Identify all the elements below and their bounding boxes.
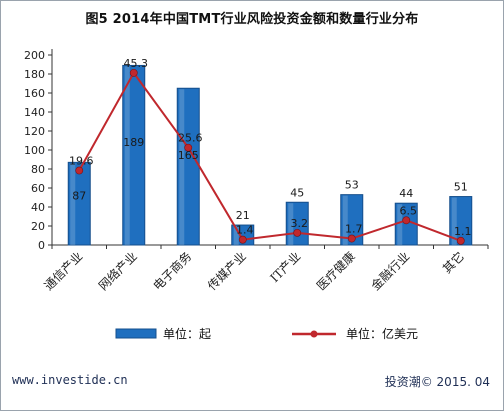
x-category-label: 金融行业 xyxy=(368,249,413,294)
bar xyxy=(67,161,91,246)
y-tick-label: 160 xyxy=(24,87,45,100)
line-point xyxy=(129,68,138,77)
bar-value-label: 44 xyxy=(399,187,413,200)
line-point xyxy=(75,166,84,175)
line-value-label: 45.3 xyxy=(124,57,149,70)
x-category-label: IT产业 xyxy=(267,249,303,285)
bar-highlight xyxy=(397,204,403,245)
bar xyxy=(449,196,473,246)
line-point xyxy=(347,234,356,243)
y-tick-label: 200 xyxy=(24,49,45,62)
footer-copyright: 投资潮© 2015. 04 xyxy=(384,375,490,389)
line-point xyxy=(456,236,465,245)
bar-highlight xyxy=(342,195,348,245)
line-path xyxy=(78,71,462,242)
legend: 单位：起 单位：亿美元 xyxy=(115,326,418,341)
legend-line-label: 单位：亿美元 xyxy=(346,326,418,341)
x-category-label: 通信产业 xyxy=(42,249,86,293)
bar xyxy=(340,194,364,246)
bar-value-label: 21 xyxy=(236,209,250,222)
bar-highlight xyxy=(179,89,185,245)
x-category-label: 电子商务 xyxy=(150,249,195,294)
x-category-label: 医疗健康 xyxy=(313,249,358,294)
bar-value-label: 45 xyxy=(290,186,304,199)
y-tick-label: 100 xyxy=(24,144,45,157)
line-value-label: 25.6 xyxy=(178,132,203,145)
y-tick-label: 60 xyxy=(31,182,45,195)
data-labels: 87 189 165 21 45 53 44 51 19.6 45.3 25.6 1.4 3.2 1.7 6… xyxy=(69,57,472,238)
line-series xyxy=(75,68,465,245)
line-value-label: 1.1 xyxy=(454,225,472,238)
bar-highlight xyxy=(124,66,130,245)
bar-value-label: 189 xyxy=(123,136,144,149)
line-point xyxy=(184,143,193,152)
line-value-label: 6.5 xyxy=(400,204,418,217)
legend-bar-swatch xyxy=(115,328,157,339)
line-value-label: 1.7 xyxy=(345,223,363,236)
bar-series xyxy=(67,64,473,246)
line-value-label: 19.6 xyxy=(69,155,94,168)
y-tick-label: 80 xyxy=(31,163,45,176)
y-tick-label: 140 xyxy=(24,106,45,119)
y-tick-label: 40 xyxy=(31,201,45,214)
line-value-label: 1.4 xyxy=(236,224,254,237)
bar-value-label: 53 xyxy=(345,179,359,192)
bar-highlight xyxy=(233,226,239,245)
line-point xyxy=(238,235,247,244)
line-value-label: 3.2 xyxy=(291,217,309,230)
bar-value-label: 165 xyxy=(178,149,199,162)
line-point xyxy=(293,228,302,237)
bar-value-label: 87 xyxy=(72,190,86,203)
x-axis: 通信产业 网络产业 电子商务 传媒产业 IT产业 医疗健康 金融行业 其它 xyxy=(42,244,489,294)
x-category-label: 传媒产业 xyxy=(204,249,249,294)
bar-highlight xyxy=(451,197,457,245)
x-category-label: 网络产业 xyxy=(95,249,140,294)
line-point xyxy=(402,216,411,225)
y-tick-label: 0 xyxy=(38,239,45,252)
legend-line-marker xyxy=(310,330,318,338)
footer-website: www.investide.cn xyxy=(12,373,128,387)
bar-highlight xyxy=(288,203,294,245)
legend-bar-label: 单位：起 xyxy=(163,326,211,341)
bar-value-label: 51 xyxy=(454,181,468,194)
x-category-label: 其它 xyxy=(439,249,467,277)
y-axis: 0 20 40 60 80 100 120 140 160 180 200 xyxy=(24,49,53,252)
y-tick-label: 120 xyxy=(24,125,45,138)
y-tick-label: 180 xyxy=(24,68,45,81)
chart-title: 图5 2014年中国TMT行业风险投资金额和数量行业分布 xyxy=(85,12,419,27)
y-tick-label: 20 xyxy=(31,220,45,233)
bar-highlight xyxy=(70,163,76,245)
bar xyxy=(122,64,146,246)
